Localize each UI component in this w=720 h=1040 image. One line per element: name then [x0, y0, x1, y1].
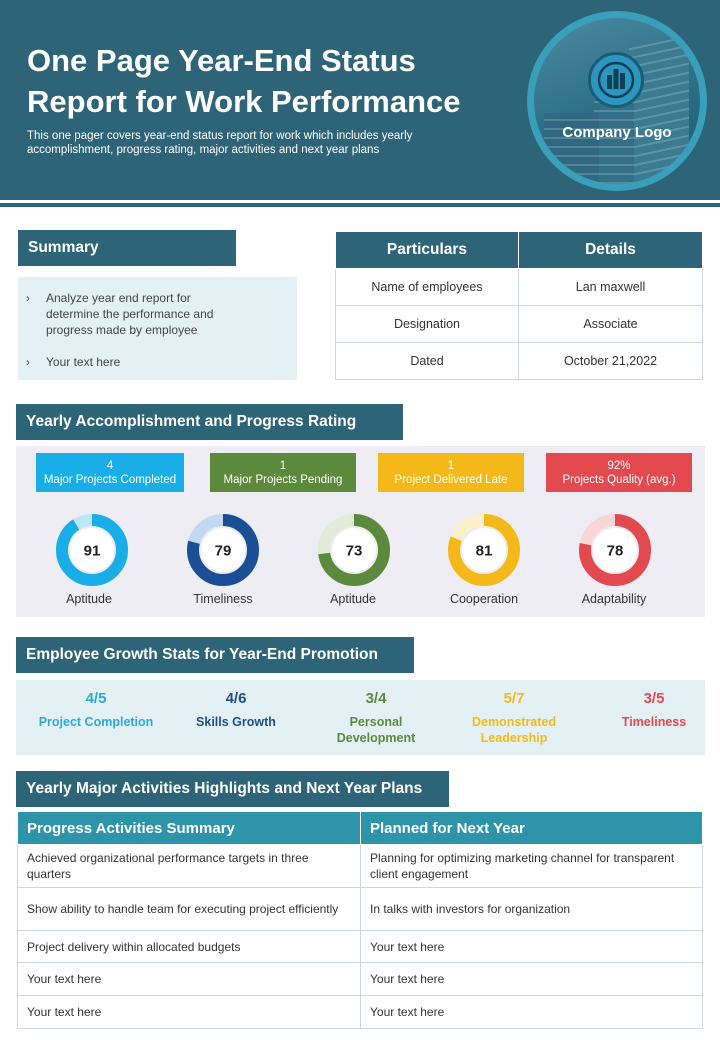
- table-cell: Project delivery within allocated budget…: [17, 930, 361, 963]
- rating-donut: 73: [318, 514, 390, 586]
- donut-center: [332, 528, 376, 572]
- table-row: Dated October 21,2022: [335, 342, 703, 380]
- growth-stat: 3/4 Personal Development: [311, 690, 441, 746]
- growth-stat-label: Timeliness: [621, 715, 687, 729]
- table-cell: Name of employees: [335, 268, 519, 306]
- table-cell: Your text here: [360, 930, 703, 963]
- table-cell: In talks with investors for organization: [360, 887, 703, 931]
- growth-stat-label: Personal Development: [336, 715, 416, 745]
- donut-value-arc: [318, 514, 390, 586]
- table-cell: Your text here: [17, 995, 361, 1029]
- activities-table: Progress Activities Summary Planned for …: [17, 811, 703, 1029]
- table-cell: Your text here: [360, 995, 703, 1029]
- donut-value-arc: [56, 514, 128, 586]
- rating-label: Timeliness: [193, 592, 253, 606]
- header-divider: [0, 203, 720, 207]
- growth-stat: 5/7 Demonstrated Leadership: [449, 690, 579, 746]
- page-subtitle: This one pager covers year-end status re…: [27, 130, 413, 156]
- activities-heading: Yearly Major Activities Highlights and N…: [16, 771, 449, 807]
- growth-stat-label: Project Completion: [38, 715, 154, 729]
- donut-value-arc: [579, 514, 651, 586]
- particulars-table: Particulars Details Name of employees La…: [335, 231, 703, 380]
- growth-stat-label: Demonstrated Leadership: [471, 715, 557, 745]
- table-row: Your text here Your text here: [17, 995, 703, 1029]
- table-cell: Designation: [335, 305, 519, 343]
- growth-stat: 3/5 Timeliness: [589, 690, 719, 730]
- table-cell: Planning for optimizing marketing channe…: [360, 844, 703, 888]
- stat-badge: 1 Major Projects Pending: [210, 453, 356, 492]
- company-logo-text: Company Logo: [562, 124, 672, 141]
- growth-stat-value: 5/7: [503, 690, 525, 707]
- table-row: Designation Associate: [335, 305, 703, 343]
- table-cell: Your text here: [360, 962, 703, 996]
- rating-label: Aptitude: [330, 592, 376, 606]
- table-cell: October 21,2022: [518, 342, 703, 380]
- donut-value-text: 78: [607, 543, 624, 560]
- donut-center: [201, 528, 245, 572]
- rating-label: Aptitude: [66, 592, 112, 606]
- rating-label: Cooperation: [449, 592, 519, 606]
- particulars-header: Particulars: [335, 231, 519, 269]
- stat-badge: 4 Major Projects Completed: [36, 453, 184, 492]
- donut-center: [70, 528, 114, 572]
- page-title: One Page Year-End Status Report for Work…: [27, 43, 461, 119]
- table-cell: Your text here: [17, 962, 361, 996]
- donut-value-text: 91: [84, 543, 101, 560]
- growth-stat-label: Skills Growth: [196, 715, 276, 729]
- donut-value-text: 81: [476, 543, 493, 560]
- table-cell: Show ability to handle team for executin…: [17, 887, 361, 931]
- rating-donut: 79: [187, 514, 259, 586]
- stat-badge: 92% Projects Quality (avg.): [546, 453, 692, 492]
- rating-donut: 78: [579, 514, 651, 586]
- donut-value-text: 79: [215, 543, 232, 560]
- table-row: Project delivery within allocated budget…: [17, 930, 703, 963]
- rating-donut: 81: [448, 514, 520, 586]
- progress-activities-header: Progress Activities Summary: [17, 811, 361, 845]
- chevron-right-icon: ›: [26, 355, 30, 369]
- growth-stat-value: 4/5: [85, 690, 107, 707]
- growth-stat-value: 3/5: [643, 690, 665, 707]
- table-cell: Lan maxwell: [518, 268, 703, 306]
- rating-label: Adaptability: [581, 592, 647, 606]
- rating-donut: 91: [56, 514, 128, 586]
- chevron-right-icon: ›: [26, 291, 30, 305]
- company-emblem-icon: [588, 52, 644, 108]
- table-cell: Dated: [335, 342, 519, 380]
- growth-stat: 4/5 Project Completion: [31, 690, 161, 730]
- donut-value-arc: [187, 514, 259, 586]
- growth-stat-value: 4/6: [225, 690, 247, 707]
- summary-heading: Summary: [18, 230, 236, 266]
- stat-badge: 1 Project Delivered Late: [378, 453, 524, 492]
- table-row: Your text here Your text here: [17, 962, 703, 996]
- table-row: Name of employees Lan maxwell: [335, 268, 703, 306]
- donut-center: [593, 528, 637, 572]
- details-header: Details: [518, 231, 703, 269]
- table-row: Achieved organizational performance targ…: [17, 844, 703, 888]
- donut-value-arc: [448, 514, 520, 586]
- growth-heading: Employee Growth Stats for Year-End Promo…: [16, 637, 414, 673]
- table-cell: Associate: [518, 305, 703, 343]
- table-row: Show ability to handle team for executin…: [17, 887, 703, 931]
- table-cell: Achieved organizational performance targ…: [17, 844, 361, 888]
- growth-stat: 4/6 Skills Growth: [171, 690, 301, 730]
- donut-value-text: 73: [346, 543, 363, 560]
- summary-box: [18, 277, 297, 380]
- donut-center: [462, 528, 506, 572]
- accomplishment-heading: Yearly Accomplishment and Progress Ratin…: [16, 404, 403, 440]
- growth-panel: [16, 680, 705, 755]
- growth-stat-value: 3/4: [365, 690, 387, 707]
- planned-next-year-header: Planned for Next Year: [360, 811, 703, 845]
